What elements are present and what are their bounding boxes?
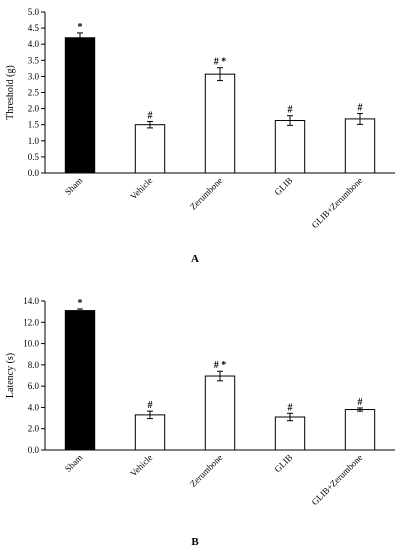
panel-a-y-tick-label: 0.0 — [28, 168, 40, 178]
panel-b-significance-mark: # * — [214, 360, 227, 371]
panel-b-y-tick-label: 8.0 — [28, 360, 40, 370]
panel-b-category-label: Vehicle — [128, 452, 154, 478]
panel-a-bar — [134, 124, 166, 174]
panel-b-y-tick-label: 0.0 — [28, 445, 40, 455]
panel-b-category-label: Sham — [63, 452, 85, 474]
panel-b-y-tick-label: 14.0 — [23, 296, 39, 306]
panel-b-chart: 0.0 2.0 4.0 6.0 8.0 10.0 12.0 14.0 Latency (s) * S… — [5, 296, 395, 507]
panel-b-y-tick-label: 6.0 — [28, 381, 40, 391]
panel-b-category-label: GLIB+Zerumbone — [310, 452, 365, 507]
panel-a-significance-mark: # — [288, 105, 293, 116]
panel-a-category-label: Vehicle — [128, 175, 154, 201]
panel-b-bar — [344, 409, 376, 451]
panel-a-bar — [344, 118, 376, 174]
panel-a-y-tick-label: 3.5 — [28, 55, 40, 65]
panel-a-category-label: GLIB+Zerumbone — [310, 175, 365, 230]
panel-a-chart: 0.0 0.5 1.0 1.5 2.0 2.5 3.0 3.5 4.0 4.5 5.0 Thresho… — [5, 7, 395, 230]
panel-a-category-label: GLIB — [272, 175, 294, 197]
panel-b-y-tick-label: 2.0 — [28, 424, 40, 434]
panel-a-y-tick-label: 4.5 — [28, 23, 40, 33]
panel-a-significance-mark: # — [358, 102, 363, 113]
panel-b-significance-mark: * — [78, 298, 83, 309]
panel-a-y-tick-label: 1.0 — [28, 136, 40, 146]
panel-b-bar — [134, 414, 166, 451]
panel-a-y-tick-label: 0.5 — [28, 152, 40, 162]
panel-b-category-label: GLIB — [272, 452, 294, 474]
panel-b-significance-mark: # — [358, 397, 363, 408]
panel-a-y-tick-label: 2.5 — [28, 88, 40, 98]
panel-a-significance-mark: * — [78, 22, 83, 33]
panel-a-y-tick-label: 4.0 — [28, 39, 40, 49]
panel-a-y-tick-label: 2.0 — [28, 104, 40, 114]
panel-a-y-tick-label: 5.0 — [28, 7, 40, 17]
panel-b-category-label: Zerumbone — [188, 452, 224, 488]
panel-a-bar — [204, 73, 236, 174]
panel-a-category-label: Sham — [63, 175, 85, 197]
panel-b-y-tick-label: 12.0 — [23, 317, 39, 327]
panel-b-bar — [274, 416, 306, 451]
panel-a-bar — [274, 120, 306, 174]
panel-b-y-tick-label: 10.0 — [23, 339, 39, 349]
panel-a-significance-mark: # * — [214, 57, 227, 68]
panel-b-significance-mark: # — [288, 402, 293, 413]
panel-a-y-axis-label: Threshold (g) — [5, 65, 16, 120]
panel-b-y-tick-label: 4.0 — [28, 402, 40, 412]
panel-b-label: B — [191, 536, 199, 548]
panel-a-category-label: Zerumbone — [188, 175, 224, 211]
panel-b-bar — [204, 375, 236, 451]
panel-a-label: A — [191, 253, 199, 265]
panel-a-y-tick-label: 3.0 — [28, 71, 40, 81]
panel-a-significance-mark: # — [148, 110, 153, 121]
panel-a-y-tick-label: 1.5 — [28, 120, 40, 130]
panel-b-y-axis-label: Latency (s) — [5, 353, 16, 398]
panel-b-significance-mark: # — [148, 400, 153, 411]
panel-a-bar — [64, 37, 96, 174]
panel-b-bar — [64, 310, 96, 451]
